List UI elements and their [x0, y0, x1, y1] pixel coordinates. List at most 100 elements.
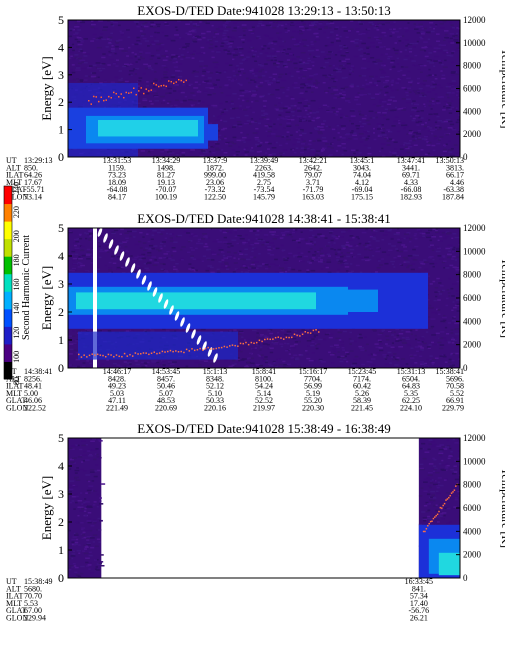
panel-title: EXOS-D/TED Date:941028 14:38:41 - 15:38:… [137, 211, 390, 226]
y-axis-label: Energy [eV] [39, 56, 54, 120]
flux-region [439, 553, 460, 575]
y2-axis-label: Temperature [K] [499, 468, 505, 548]
y-tick-label: 5 [58, 431, 64, 445]
y-tick-label: 1 [58, 333, 64, 347]
info-value: 222.52 [24, 404, 46, 413]
y2-tick-label: 12000 [463, 15, 486, 25]
info-value: 229.79 [442, 404, 464, 413]
colorbar-segment [4, 186, 12, 204]
y2-tick-label: 6000 [463, 503, 482, 513]
y2-tick-label: 2000 [463, 129, 482, 139]
y-tick-label: 3 [58, 277, 64, 291]
y2-tick-label: 4000 [463, 526, 482, 536]
colorbar-segment [4, 361, 12, 379]
y-tick-label: 4 [58, 40, 64, 54]
y2-tick-label: 8000 [463, 480, 482, 490]
y2-axis-label: Temperature [K] [499, 258, 505, 338]
colorbar-label: Second Harmonic Current [21, 235, 32, 340]
info-value: 100.19 [155, 193, 177, 202]
colorbar-segment [4, 291, 12, 309]
flux-region [208, 124, 218, 140]
info-value: 220.30 [302, 404, 324, 413]
y-tick-label: 5 [58, 221, 64, 235]
info-value: 187.84 [442, 193, 464, 202]
flux-region [76, 292, 316, 309]
colorbar-segment [4, 309, 12, 327]
y2-tick-label: 2000 [463, 550, 482, 560]
info-value: 219.97 [253, 404, 275, 413]
info-value: 229.94 [24, 614, 46, 623]
y-tick-label: 2 [58, 305, 64, 319]
panel-title: EXOS-D/TED Date:941028 13:29:13 - 13:50:… [137, 3, 390, 18]
y-tick-label: 0 [58, 361, 64, 375]
y2-tick-label: 6000 [463, 293, 482, 303]
flux-region [318, 290, 378, 312]
no-data-background [68, 438, 460, 578]
spectrogram-panel-1: EXOS-D/TED Date:941028 13:29:13 - 13:50:… [6, 3, 505, 202]
info-value: 175.15 [351, 193, 373, 202]
info-value: 220.69 [155, 404, 177, 413]
colorbar-tick-label: 200 [12, 230, 21, 242]
spectrogram-plot-area [68, 20, 464, 158]
spectrogram-panel-2: EXOS-D/TED Date:941028 14:38:41 - 15:38:… [6, 211, 505, 413]
y2-tick-label: 10000 [463, 38, 486, 48]
y2-tick-label: 12000 [463, 433, 486, 443]
info-value: 163.03 [302, 193, 324, 202]
info-value: 221.49 [106, 404, 128, 413]
info-value: 84.17 [108, 193, 126, 202]
info-value: 182.93 [400, 193, 422, 202]
info-value: 145.79 [253, 193, 275, 202]
y2-tick-label: 10000 [463, 246, 486, 256]
y-tick-label: 4 [58, 459, 64, 473]
y2-tick-label: 4000 [463, 106, 482, 116]
y-tick-label: 4 [58, 249, 64, 263]
colorbar-tick-label: 240 [12, 182, 21, 194]
colorbar-tick-label: 140 [12, 303, 21, 315]
y2-axis-label: Temperature [K] [499, 48, 505, 128]
info-value: 220.16 [204, 404, 226, 413]
y-axis-label: Energy [eV] [39, 266, 54, 330]
colorbar-tick-label: 220 [12, 206, 21, 218]
colorbar-segment [4, 221, 12, 239]
y2-tick-label: 12000 [463, 223, 486, 233]
colorbar-segment [4, 274, 12, 292]
y2-tick-label: 2000 [463, 340, 482, 350]
info-value: 122.50 [204, 193, 226, 202]
colorbar-tick-label: 160 [12, 279, 21, 291]
panel-title: EXOS-D/TED Date:941028 15:38:49 - 16:38:… [137, 421, 390, 436]
colorbar-tick-label: 100 [12, 351, 21, 363]
spectrogram-panel-3: EXOS-D/TED Date:941028 15:38:49 - 16:38:… [6, 421, 505, 623]
y2-tick-label: 4000 [463, 316, 482, 326]
flux-region [98, 120, 198, 136]
y-axis-label: Energy [eV] [39, 476, 54, 540]
y2-tick-label: 10000 [463, 456, 486, 466]
y-tick-label: 2 [58, 515, 64, 529]
flux-region [78, 332, 238, 360]
colorbar-segment [4, 204, 12, 222]
colorbar-segment [4, 239, 12, 257]
colorbar-tick-label: 120 [12, 327, 21, 339]
y2-tick-label: 6000 [463, 84, 482, 94]
y2-tick-label: 8000 [463, 270, 482, 280]
orbit-info-table: UTALTILATMLTGLATGLON14:38:418256.48.415.… [6, 367, 464, 413]
y-tick-label: 0 [58, 150, 64, 164]
y-tick-label: 3 [58, 68, 64, 82]
y-tick-label: 3 [58, 487, 64, 501]
colorbar-segment [4, 344, 12, 362]
info-value: 221.45 [351, 404, 373, 413]
info-value: 26.21 [410, 614, 428, 623]
orbit-info-table: UTALTILATMLTGLATGLON15:38:495680.70.705.… [6, 577, 433, 623]
y-tick-label: 1 [58, 543, 64, 557]
y-tick-label: 1 [58, 123, 64, 137]
colorbar-segment [4, 326, 12, 344]
orbit-info-table: UTALTILATMLTGLATGLON13:29:13850.64.2617.… [6, 156, 464, 202]
colorbar-tick-label: 180 [12, 254, 21, 266]
spectrogram-plot-area [68, 227, 464, 370]
info-value: 224.10 [400, 404, 422, 413]
y2-tick-label: 0 [463, 573, 468, 583]
y-tick-label: 0 [58, 571, 64, 585]
y-tick-label: 2 [58, 95, 64, 109]
y2-tick-label: 8000 [463, 61, 482, 71]
